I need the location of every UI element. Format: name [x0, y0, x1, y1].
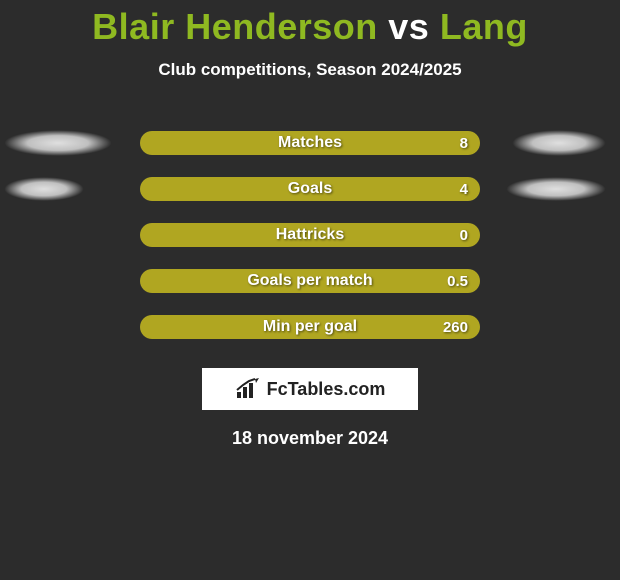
subtitle: Club competitions, Season 2024/2025: [0, 60, 620, 80]
shadow-ellipse: [4, 177, 84, 201]
shadow-ellipse: [4, 130, 112, 156]
stat-value: 260: [443, 319, 468, 336]
bar-chart-icon: [235, 378, 261, 400]
stat-row: Hattricks0: [0, 212, 620, 258]
stat-label: Min per goal: [140, 318, 480, 336]
stat-bar: Goals per match0.5: [140, 269, 480, 293]
title-separator: vs: [388, 6, 429, 47]
stat-label: Goals: [140, 180, 480, 198]
stat-value: 0: [460, 227, 468, 244]
shadow-ellipse: [506, 177, 606, 201]
logo-text: FcTables.com: [267, 379, 386, 400]
stat-label: Matches: [140, 134, 480, 152]
stat-bar: Min per goal260: [140, 315, 480, 339]
stat-row: Min per goal260: [0, 304, 620, 350]
stat-value: 8: [460, 135, 468, 152]
stat-bar: Goals4: [140, 177, 480, 201]
shadow-ellipse: [512, 130, 606, 156]
stat-value: 4: [460, 181, 468, 198]
title-player2: Lang: [440, 6, 528, 47]
title-player1: Blair Henderson: [92, 6, 378, 47]
stat-label: Hattricks: [140, 226, 480, 244]
stat-row: Goals per match0.5: [0, 258, 620, 304]
stat-label: Goals per match: [140, 272, 480, 290]
footer-date: 18 november 2024: [0, 428, 620, 449]
stat-rows: Matches8Goals4Hattricks0Goals per match0…: [0, 120, 620, 350]
stat-row: Goals4: [0, 166, 620, 212]
page-title: Blair Henderson vs Lang: [0, 0, 620, 50]
source-logo: FcTables.com: [202, 368, 418, 410]
stat-value: 0.5: [447, 273, 468, 290]
stat-bar: Matches8: [140, 131, 480, 155]
stat-bar: Hattricks0: [140, 223, 480, 247]
stat-row: Matches8: [0, 120, 620, 166]
